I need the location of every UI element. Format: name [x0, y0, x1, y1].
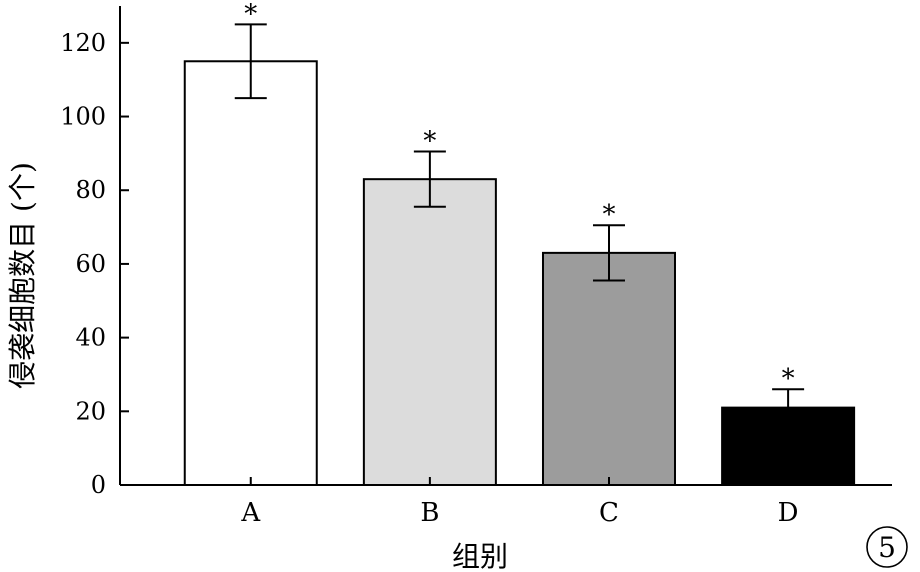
y-tick-label: 60 [75, 250, 106, 278]
bar-A [183, 60, 318, 487]
panel-number-label: 5 [878, 531, 896, 564]
x-tick-label-B: B [420, 498, 439, 528]
y-axis-title: 侵袭细胞数目 (个) [6, 162, 39, 389]
y-tick-label: 40 [75, 324, 106, 352]
bar-B [362, 178, 497, 487]
panel-number-circle [866, 526, 908, 568]
x-tick-label-C: C [599, 498, 619, 528]
y-tick-label: 20 [75, 397, 106, 425]
x-tick-labels: A B C D [240, 477, 799, 528]
significance-mark-D: * [782, 364, 795, 394]
y-tick-label: 0 [91, 471, 106, 499]
significance-mark-B: * [423, 127, 436, 157]
y-tick-label: 80 [75, 176, 106, 204]
y-tick-label: 100 [60, 103, 106, 131]
bar-C [541, 251, 676, 486]
significance-mark-C: * [602, 200, 615, 230]
y-tick-label: 120 [60, 29, 106, 57]
x-axis-title: 组别 [452, 540, 508, 572]
x-tick-label-A: A [240, 498, 261, 528]
bars: * * * * [183, 0, 856, 487]
panel-number-badge: 5 [866, 526, 908, 568]
x-tick-label-D: D [778, 498, 799, 528]
significance-mark-A: * [244, 0, 257, 29]
y-ticks: 0 20 40 60 80 100 120 [60, 29, 129, 499]
